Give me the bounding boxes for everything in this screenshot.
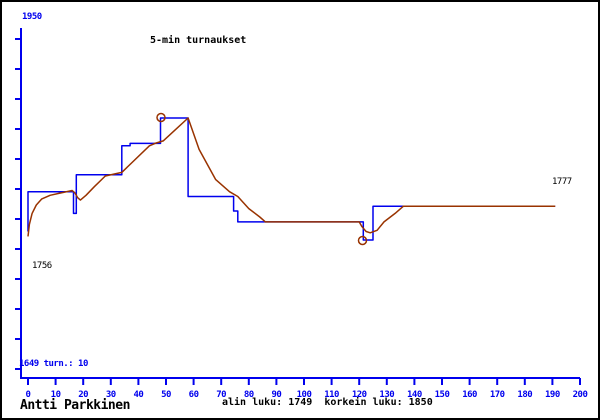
x-axis-tick-label: 170 (490, 390, 505, 400)
x-axis-tick-label: 60 (189, 390, 199, 400)
x-axis-tick-label: 190 (545, 390, 560, 400)
x-axis-tick-label: 30 (106, 390, 116, 400)
player-name: Antti Parkkinen (20, 398, 130, 413)
rating-steps-line (27, 117, 556, 241)
x-axis-tick-label: 140 (407, 390, 422, 400)
rating-smooth-line (27, 117, 556, 237)
x-axis-tick-label: 90 (271, 390, 281, 400)
x-axis-tick-label: 70 (216, 390, 226, 400)
chart-title: 5-min turnaukset (150, 35, 247, 46)
x-axis-tick-label: 10 (51, 390, 61, 400)
x-axis-tick-label: 110 (324, 390, 339, 400)
line-start-value-label: 1756 (32, 261, 52, 271)
x-axis-tick-label: 180 (517, 390, 532, 400)
line-end-value-label: 1777 (552, 177, 572, 187)
x-axis-tick-label: 130 (379, 390, 394, 400)
x-axis-tick-label: 20 (78, 390, 88, 400)
extreme-value-marker (357, 235, 368, 246)
x-axis-tick-label: 100 (297, 390, 312, 400)
x-axis-tick-label: 160 (462, 390, 477, 400)
extreme-value-marker (156, 112, 166, 123)
x-axis-tick-label: 150 (435, 390, 450, 400)
x-axis-tick-label: 0 (26, 390, 31, 400)
x-axis-tick-label: 50 (161, 390, 171, 400)
stats-summary: alin luku: 1749 korkein luku: 1850 (222, 397, 433, 408)
x-axis-tick-label: 80 (244, 390, 254, 400)
x-axis-tick-label: 120 (352, 390, 367, 400)
y-axis-min-info-label: 1649 turn.: 10 (19, 359, 88, 369)
y-axis-max-label: 1950 (22, 12, 42, 22)
x-axis-tick-label: 200 (573, 390, 588, 400)
x-axis-tick-label: 40 (133, 390, 143, 400)
